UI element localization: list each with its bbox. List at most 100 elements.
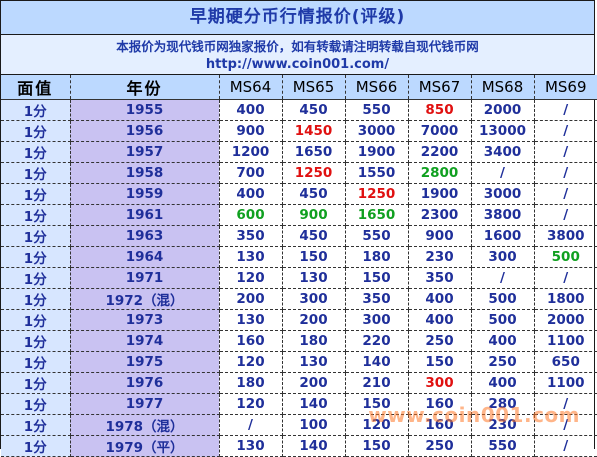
- price-cell: 2800: [408, 162, 472, 184]
- price-cell: 140: [345, 351, 409, 373]
- price-cell: 300: [345, 309, 409, 331]
- price-cell: 500: [534, 246, 597, 268]
- price-cell: 3400: [471, 141, 535, 163]
- price-cell: 150: [408, 351, 472, 373]
- price-cell: 600: [219, 204, 283, 226]
- price-cell: 500: [471, 288, 535, 310]
- denomination-cell: 1分: [1, 351, 71, 373]
- year-cell: 1976: [70, 372, 220, 394]
- denomination-cell: 1分: [1, 120, 71, 142]
- denomination-cell: 1分: [1, 372, 71, 394]
- year-cell: 1973: [70, 309, 220, 331]
- price-cell: 400: [471, 330, 535, 352]
- price-cell: 550: [471, 435, 535, 457]
- year-cell: 1956: [70, 120, 220, 142]
- price-cell: 160: [408, 414, 472, 436]
- price-cell: 180: [345, 246, 409, 268]
- price-cell: 400: [408, 309, 472, 331]
- price-cell: /: [534, 120, 597, 142]
- price-cell: 300: [408, 372, 472, 394]
- year-cell: 1959: [70, 183, 220, 205]
- price-cell: 1250: [345, 183, 409, 205]
- price-cell: 3000: [471, 183, 535, 205]
- denomination-cell: 1分: [1, 309, 71, 331]
- price-cell: /: [534, 204, 597, 226]
- price-cell: 1650: [282, 141, 346, 163]
- price-cell: 200: [282, 372, 346, 394]
- price-cell: 150: [345, 435, 409, 457]
- price-cell: 140: [282, 393, 346, 415]
- price-cell: 1900: [345, 141, 409, 163]
- price-cell: 1100: [534, 330, 597, 352]
- price-cell: 3000: [345, 120, 409, 142]
- price-cell: 160: [219, 330, 283, 352]
- price-cell: 1600: [471, 225, 535, 247]
- price-cell: 650: [534, 351, 597, 373]
- price-cell: 1900: [408, 183, 472, 205]
- column-header-ms68: MS68: [471, 75, 535, 100]
- year-cell: 1974: [70, 330, 220, 352]
- price-cell: 2000: [534, 309, 597, 331]
- price-cell: 7000: [408, 120, 472, 142]
- price-cell: 180: [219, 372, 283, 394]
- column-header-ms65: MS65: [282, 75, 346, 100]
- table-row: 1分 1957 1200 1650 1900 2200 3400/: [1, 141, 597, 163]
- price-cell: /: [534, 162, 597, 184]
- price-cell: 150: [345, 267, 409, 289]
- price-cell: 250: [408, 330, 472, 352]
- price-cell: 140: [282, 435, 346, 457]
- column-header-ms64: MS64: [219, 75, 283, 100]
- price-cell: /: [534, 435, 597, 457]
- table-body: 1分 1955 400 450 550 850 2000/1分 1956 900 1450 3000…: [1, 99, 597, 457]
- denomination-cell: 1分: [1, 393, 71, 415]
- column-header-year: 年份: [70, 75, 220, 100]
- table-row: 1分 1959 400 450 1250 1900 3000/: [1, 183, 597, 205]
- denomination-cell: 1分: [1, 225, 71, 247]
- table-row: 1分 1955 400 450 550 850 2000/: [1, 99, 597, 121]
- price-cell: /: [471, 267, 535, 289]
- price-cell: 2300: [408, 204, 472, 226]
- price-cell: 230: [471, 414, 535, 436]
- price-cell: 900: [282, 204, 346, 226]
- website-link[interactable]: http://www.coin001.com/: [205, 57, 390, 72]
- price-cell: 130: [219, 246, 283, 268]
- year-cell: 1972（混）: [70, 288, 220, 310]
- price-cell: 130: [282, 267, 346, 289]
- price-cell: /: [219, 414, 283, 436]
- price-cell: 200: [282, 309, 346, 331]
- year-cell: 1978（混）: [70, 414, 220, 436]
- column-header-denomination: 面值: [1, 75, 71, 100]
- price-cell: 1550: [345, 162, 409, 184]
- price-cell: 450: [282, 183, 346, 205]
- price-table: 面值 年份 MS64 MS65 MS66 MS67 MS68 MS69 1分 19…: [1, 75, 597, 457]
- price-cell: 1200: [219, 141, 283, 163]
- price-cell: /: [534, 183, 597, 205]
- price-cell: 250: [408, 435, 472, 457]
- price-cell: 1800: [534, 288, 597, 310]
- table-row: 1分 1979（平） 130 140 150 250 550/: [1, 435, 597, 457]
- price-cell: 350: [219, 225, 283, 247]
- price-cell: 2200: [408, 141, 472, 163]
- year-cell: 1975: [70, 351, 220, 373]
- price-cell: 210: [345, 372, 409, 394]
- price-cell: 120: [345, 414, 409, 436]
- price-cell: 130: [282, 351, 346, 373]
- price-cell: 1100: [534, 372, 597, 394]
- page-title: 早期硬分币行情报价(评级): [1, 1, 594, 35]
- year-cell: 1955: [70, 99, 220, 121]
- price-cell: 2000: [471, 99, 535, 121]
- table-row: 1分 1978（混）/100 120 160 230/: [1, 414, 597, 436]
- price-cell: 180: [282, 330, 346, 352]
- price-cell: 130: [219, 309, 283, 331]
- price-cell: /: [534, 267, 597, 289]
- table-row: 1分 1964 130 150 180 230 300 500: [1, 246, 597, 268]
- price-cell: 350: [408, 267, 472, 289]
- column-header-ms69: MS69: [534, 75, 597, 100]
- price-cell: 120: [219, 351, 283, 373]
- price-cell: 350: [345, 288, 409, 310]
- denomination-cell: 1分: [1, 267, 71, 289]
- price-cell: 1450: [282, 120, 346, 142]
- price-cell: 200: [219, 288, 283, 310]
- price-cell: 250: [471, 351, 535, 373]
- price-cell: 850: [408, 99, 472, 121]
